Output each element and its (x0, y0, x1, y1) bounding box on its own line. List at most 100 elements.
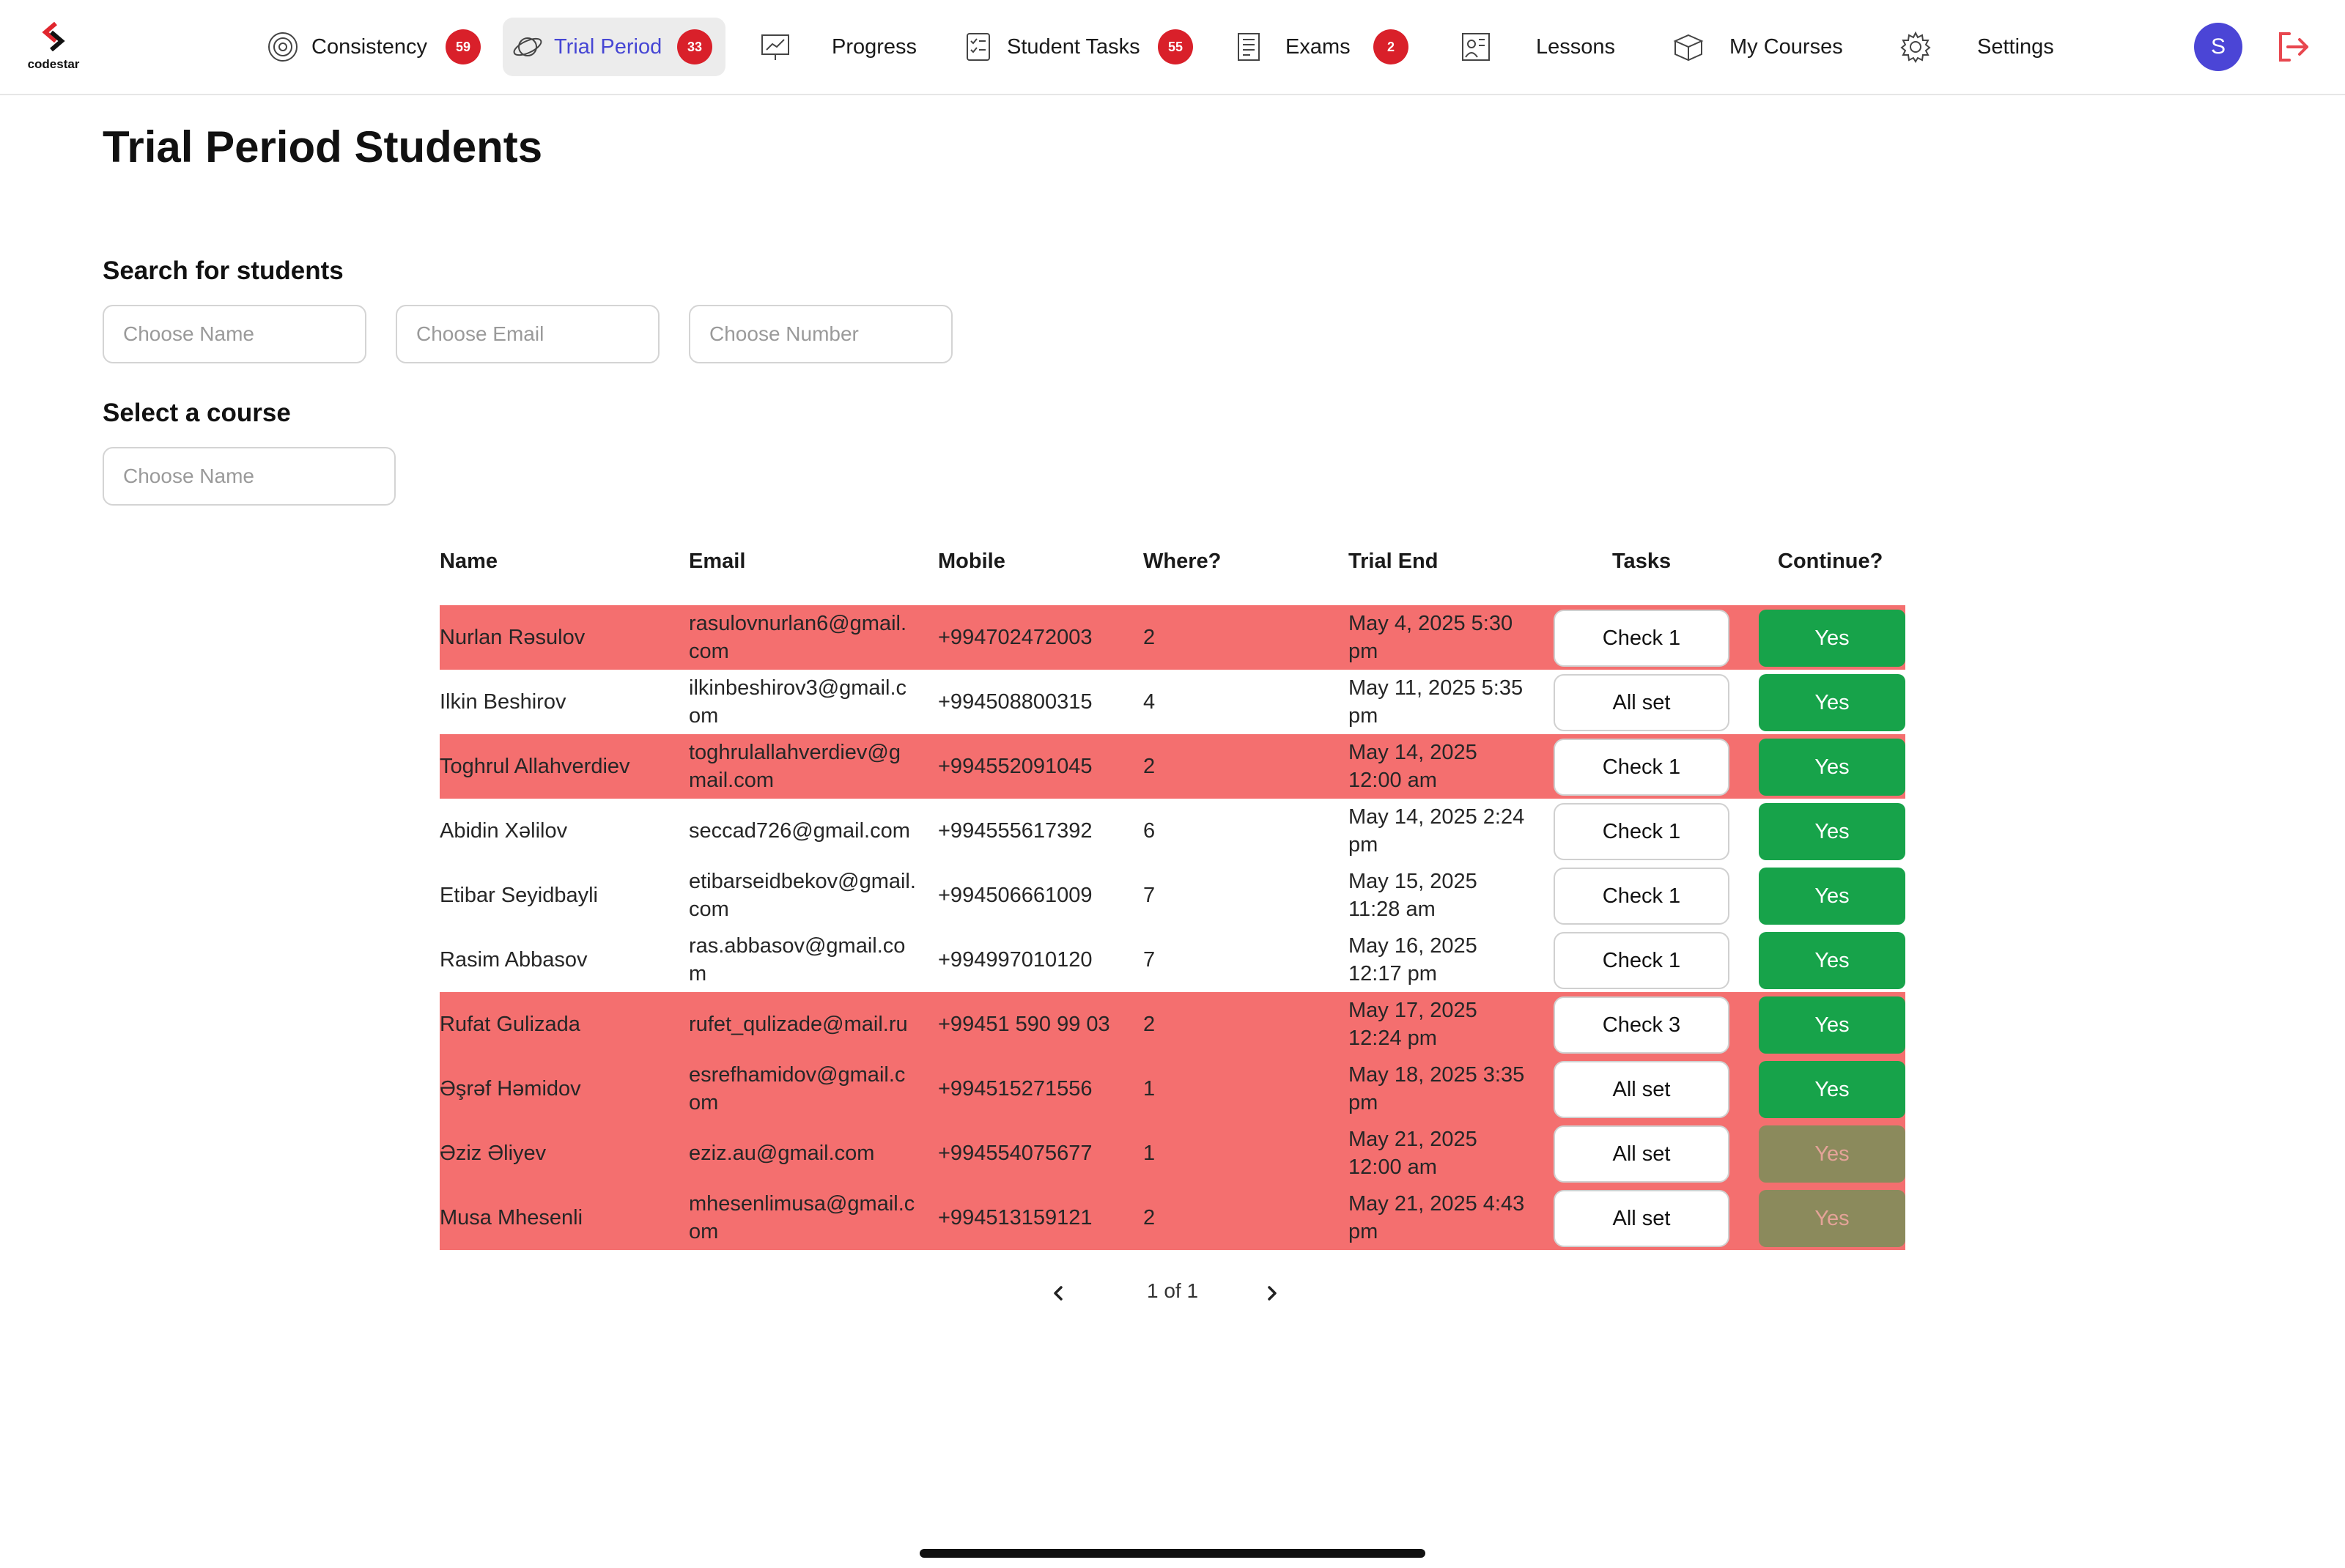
tasks-button[interactable]: Check 1 (1554, 739, 1729, 796)
student-mobile: +994506661009 (938, 884, 1093, 907)
continue-yes-button[interactable]: Yes (1759, 1190, 1905, 1247)
table-row: Əziz Əliyev eziz.au@gmail.com +99455407567… (440, 1121, 1905, 1186)
student-name: Nurlan Rəsulov (440, 626, 586, 649)
col-name: Name (440, 550, 498, 573)
trial-end: May 16, 2025 12:17 pm (1348, 934, 1477, 985)
tasks-button[interactable]: All set (1554, 674, 1729, 731)
tasks-button[interactable]: Check 1 (1554, 803, 1729, 860)
table-row: Əşrəf Həmidov esrefhamidov@gmail.com +9945… (440, 1057, 1905, 1121)
trial-end: May 14, 2025 2:24 pm (1348, 805, 1525, 857)
nav-label-trial-period: Trial Period (554, 35, 662, 59)
continue-yes-button[interactable]: Yes (1759, 803, 1905, 860)
student-email: mhesenlimusa@gmail.com (689, 1192, 915, 1243)
user-avatar[interactable]: S (2194, 23, 2242, 71)
course-section-label: Select a course (103, 399, 291, 427)
nav-item-trial-period[interactable]: Trial Period 33 (503, 18, 725, 76)
col-email: Email (689, 550, 746, 573)
table-row: Ilkin Beshirov ilkinbeshirov3@gmail.com +9… (440, 670, 1905, 734)
trial-period-badge: 33 (677, 29, 712, 64)
gear-icon (1900, 31, 1931, 63)
student-name: Musa Mhesenli (440, 1206, 583, 1229)
nav-item-lessons[interactable]: Lessons (1448, 18, 1631, 76)
course-select-input[interactable] (103, 447, 396, 506)
student-email: rufet_qulizade@mail.ru (689, 1013, 908, 1036)
consistency-badge: 59 (446, 29, 481, 64)
table-row: Musa Mhesenli mhesenlimusa@gmail.com +9945… (440, 1186, 1905, 1250)
table-row: Toghrul Allahverdiev toghrulallahverdiev@… (440, 734, 1905, 799)
tasks-button[interactable]: All set (1554, 1061, 1729, 1118)
student-mobile: +994555617392 (938, 819, 1093, 843)
continue-yes-button[interactable]: Yes (1759, 996, 1905, 1054)
search-name-input[interactable] (103, 305, 366, 363)
tasks-button[interactable]: All set (1554, 1190, 1729, 1247)
student-email: ras.abbasov@gmail.com (689, 934, 906, 985)
student-name: Əziz Əliyev (440, 1142, 547, 1165)
continue-yes-button[interactable]: Yes (1759, 674, 1905, 731)
nav-label-lessons: Lessons (1536, 35, 1616, 59)
student-mobile: +994702472003 (938, 626, 1093, 649)
chevron-left-icon (1054, 1286, 1063, 1301)
student-where: 4 (1143, 690, 1156, 714)
search-section-label: Search for students (103, 256, 344, 285)
student-where: 2 (1143, 1013, 1156, 1036)
continue-yes-button[interactable]: Yes (1759, 1061, 1905, 1118)
trial-end: May 4, 2025 5:30 pm (1348, 612, 1513, 663)
trial-end: May 15, 2025 11:28 am (1348, 870, 1477, 921)
student-email: esrefhamidov@gmail.com (689, 1063, 906, 1114)
table-row: Rufat Gulizada rufet_qulizade@mail.ru +994… (440, 992, 1905, 1057)
nav-label-my-courses: My Courses (1729, 35, 1843, 59)
continue-yes-button[interactable]: Yes (1759, 739, 1905, 796)
trial-end: May 11, 2025 5:35 pm (1348, 676, 1524, 728)
tasks-button[interactable]: Check 1 (1554, 610, 1729, 667)
nav-item-exams[interactable]: Exams 2 (1224, 18, 1422, 76)
exams-badge: 2 (1373, 29, 1408, 64)
student-name: Rasim Abbasov (440, 948, 588, 972)
student-email: toghrulallahverdiev@gmail.com (689, 741, 901, 792)
col-continue: Continue? (1778, 550, 1883, 573)
student-where: 7 (1143, 948, 1156, 972)
search-email-input[interactable] (396, 305, 660, 363)
prev-page-button[interactable] (1041, 1275, 1077, 1312)
codestar-logo-icon (42, 22, 65, 51)
table-body: Nurlan Rəsulov rasulovnurlan6@gmail.com +9… (440, 605, 1905, 1250)
nav-item-progress[interactable]: Progress (747, 18, 931, 76)
student-where: 7 (1143, 884, 1156, 907)
logout-icon[interactable] (2275, 28, 2313, 66)
search-number-input[interactable] (689, 305, 953, 363)
presentation-icon (761, 34, 789, 60)
pagination: 1 of 1 (1041, 1275, 1304, 1312)
tasks-button[interactable]: Check 3 (1554, 996, 1729, 1054)
lesson-board-icon (1462, 33, 1490, 61)
open-box-icon (1673, 34, 1704, 62)
planet-icon (513, 37, 542, 56)
continue-yes-button[interactable]: Yes (1759, 932, 1905, 989)
student-where: 2 (1143, 1206, 1156, 1229)
col-mobile: Mobile (938, 550, 1005, 573)
nav-item-my-courses[interactable]: My Courses (1661, 18, 1858, 76)
table-row: Nurlan Rəsulov rasulovnurlan6@gmail.com +9… (440, 605, 1905, 670)
continue-yes-button[interactable]: Yes (1759, 1125, 1905, 1183)
nav-label-exams: Exams (1285, 35, 1351, 59)
continue-yes-button[interactable]: Yes (1759, 868, 1905, 925)
trial-end: May 21, 2025 4:43 pm (1348, 1192, 1525, 1243)
next-page-button[interactable] (1253, 1275, 1290, 1312)
top-nav: codestar Consistency 59 Trial Period 33 … (0, 0, 2345, 95)
continue-yes-button[interactable]: Yes (1759, 610, 1905, 667)
student-mobile: +994554075677 (938, 1142, 1093, 1165)
student-email: eziz.au@gmail.com (689, 1142, 875, 1165)
student-mobile: +994513159121 (938, 1206, 1093, 1229)
nav-item-settings[interactable]: Settings (1888, 18, 2078, 76)
nav-item-consistency[interactable]: Consistency 59 (256, 18, 491, 76)
student-where: 2 (1143, 755, 1156, 778)
student-mobile: +994552091045 (938, 755, 1093, 778)
tasks-button[interactable]: Check 1 (1554, 868, 1729, 925)
nav-label-student-tasks: Student Tasks (1007, 35, 1140, 59)
student-where: 2 (1143, 626, 1156, 649)
student-where: 1 (1143, 1077, 1156, 1101)
tasks-button[interactable]: Check 1 (1554, 932, 1729, 989)
codestar-logo[interactable]: codestar (21, 22, 86, 73)
tasks-button[interactable]: All set (1554, 1125, 1729, 1183)
nav-item-student-tasks[interactable]: Student Tasks 55 (953, 18, 1202, 76)
student-where: 6 (1143, 819, 1156, 843)
nav-label-settings: Settings (1977, 35, 2054, 59)
